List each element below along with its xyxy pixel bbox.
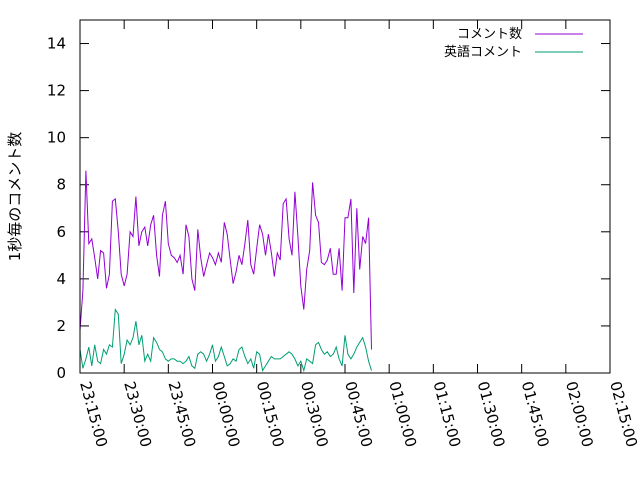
x-tick-label: 01:45:00: [518, 379, 553, 449]
y-axis-label: 1秒毎のコメント数: [6, 132, 24, 262]
x-tick-label: 02:00:00: [562, 379, 597, 449]
x-tick-label: 01:15:00: [429, 379, 464, 449]
series-line-1: [79, 170, 372, 350]
plot-frame: [79, 19, 611, 374]
y-tick-labels: 0 2 4 6 8 10 12 14: [47, 35, 66, 382]
x-tick-label: 23:45:00: [164, 379, 199, 449]
y-tick-label: 0: [56, 364, 66, 382]
x-tick-label: 00:15:00: [253, 379, 288, 449]
y-tick-label: 14: [47, 35, 66, 53]
x-tick-label: 01:30:00: [474, 379, 509, 449]
y-tick-label: 2: [56, 317, 66, 335]
series-line-2: [79, 307, 372, 373]
axis-ticks: [79, 20, 611, 374]
series-lines: [79, 170, 372, 373]
x-tick-labels: 23:15:00 23:30:00 23:45:00 00:00:00 00:15:00…: [76, 379, 640, 449]
y-tick-label: 4: [56, 270, 66, 288]
y-tick-label: 12: [47, 82, 66, 100]
y-tick-label: 6: [56, 223, 66, 241]
x-tick-label: 02:15:00: [606, 379, 640, 449]
legend-label: コメント数: [457, 27, 522, 42]
legend-label: 英語コメント: [444, 44, 522, 60]
x-tick-label: 00:00:00: [209, 379, 244, 449]
x-tick-label: 23:15:00: [76, 379, 111, 449]
x-tick-label: 01:00:00: [385, 379, 420, 449]
x-tick-label: 23:30:00: [120, 379, 155, 449]
x-tick-label: 00:45:00: [341, 379, 376, 449]
y-tick-label: 8: [56, 176, 66, 194]
x-tick-label: 00:30:00: [297, 379, 332, 449]
y-tick-label: 10: [47, 129, 66, 147]
